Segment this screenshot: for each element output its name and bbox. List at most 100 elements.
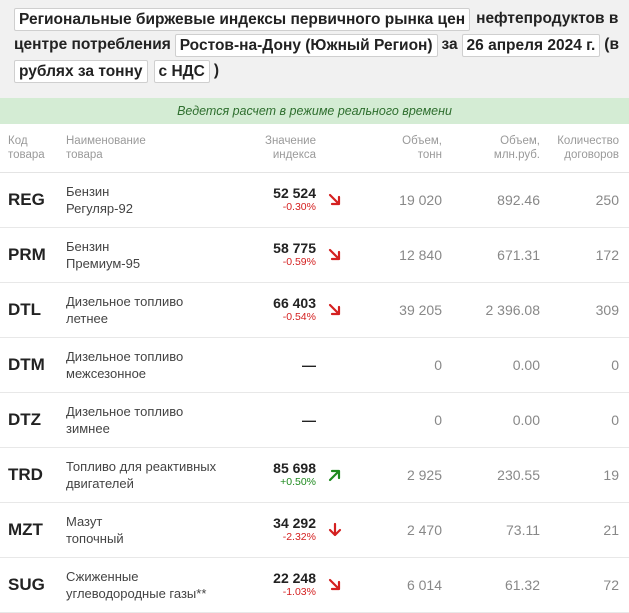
product-name: Дизельное топливо межсезонное (66, 337, 230, 392)
index-change: -0.59% (282, 256, 316, 268)
index-value: 58 775 (273, 240, 316, 256)
product-code: REG (8, 189, 45, 209)
index-change: -1.03% (282, 586, 316, 598)
volume-tonnes: 19 020 (399, 191, 442, 208)
volume-tonnes: 0 (434, 411, 442, 428)
index-change: -0.30% (282, 201, 316, 213)
index-value-cell: 85 698 +0.50% (230, 447, 316, 502)
product-name-line1: Дизельное топливо (66, 293, 184, 309)
contracts-count: 72 (603, 576, 619, 593)
product-name-line2: зимнее (66, 420, 110, 436)
product-name-line2: топочный (66, 530, 124, 546)
date-selector[interactable]: 26 апреля 2024 г. (461, 33, 601, 57)
product-code: DTZ (8, 409, 42, 429)
product-name: Бензин Премиум-95 (66, 227, 230, 282)
index-change: +0.50% (280, 476, 316, 488)
volume-mln-rub: 73.11 (506, 521, 540, 538)
table-row[interactable]: REG Бензин Регуляр-92 52 524 -0.30% 19 020 892… (0, 172, 629, 227)
product-code: DTM (8, 354, 45, 374)
trend-cell (316, 282, 354, 337)
product-name: Дизельное топливо летнее (66, 282, 230, 337)
index-table: Код товара Наименование товара Значение инд… (0, 124, 629, 613)
trend-cell (316, 392, 354, 447)
table-row[interactable]: PRM Бензин Премиум-95 58 775 -0.59% 12 840 671… (0, 227, 629, 282)
volume-tonnes: 12 840 (399, 246, 442, 263)
table-header: Код товара Наименование товара Значение инд… (0, 124, 629, 172)
paren-close-text: ) (213, 62, 220, 79)
trend-cell (316, 502, 354, 557)
trend-down-icon (328, 303, 341, 315)
table-row[interactable]: TRD Топливо для реактивных двигателей 85 69… (0, 447, 629, 502)
product-code: TRD (8, 464, 43, 484)
trend-down-icon (328, 522, 342, 536)
paren-open-text: (в (604, 36, 619, 53)
contracts-count: 309 (595, 301, 619, 318)
product-name: Бензин Регуляр-92 (66, 172, 230, 227)
index-value: 34 292 (273, 515, 316, 531)
col-contracts-header: Количество договоров (557, 135, 619, 161)
trend-cell (316, 557, 354, 612)
title-text: нефтепродуктов в (476, 10, 619, 27)
region-selector[interactable]: Ростов-на-Дону (Южный Регион) (174, 33, 438, 57)
contracts-count: 0 (611, 356, 619, 373)
trend-up-icon (328, 469, 341, 481)
col-volume-rub-header: Объем, млн.руб. (493, 135, 540, 161)
center-text: центре потребления (14, 36, 171, 53)
index-value-cell: 58 775 -0.59% (230, 227, 316, 282)
product-code: SUG (8, 574, 45, 594)
index-value-cell: — (230, 337, 316, 392)
volume-mln-rub: 0.00 (512, 356, 540, 373)
table-row[interactable]: DTM Дизельное топливо межсезонное — 0 0.00 0 (0, 337, 629, 392)
index-value-cell: 22 248 -1.03% (230, 557, 316, 612)
product-name-line2: Премиум-95 (66, 255, 141, 271)
contracts-count: 19 (603, 466, 619, 483)
vat-selector[interactable]: с НДС (153, 59, 210, 83)
za-text: за (441, 36, 458, 53)
product-name-line1: Дизельное топливо (66, 403, 184, 419)
volume-mln-rub: 0.00 (512, 411, 540, 428)
trend-cell (316, 447, 354, 502)
table-row[interactable]: MZT Мазут топочный 34 292 -2.32% 2 470 73.11 21 (0, 502, 629, 557)
product-name: Дизельное топливо зимнее (66, 392, 230, 447)
product-name-line1: Бензин (66, 238, 110, 254)
index-header: Региональные биржевые индексы первичного… (0, 0, 629, 98)
product-name-line1: Мазут (66, 513, 103, 529)
volume-mln-rub: 2 396.08 (485, 301, 541, 318)
index-value: 85 698 (273, 460, 316, 476)
contracts-count: 250 (595, 191, 619, 208)
product-code: PRM (8, 244, 46, 264)
product-name-line1: Сжиженные (66, 568, 139, 584)
product-name: Топливо для реактивных двигателей (66, 447, 230, 502)
volume-tonnes: 6 014 (406, 576, 442, 593)
trend-down-icon (328, 248, 341, 260)
product-name: Сжиженные углеводородные газы** (66, 557, 230, 612)
volume-mln-rub: 892.46 (497, 191, 540, 208)
table-row[interactable]: SUG Сжиженные углеводородные газы** 22 248-… (0, 557, 629, 612)
volume-tonnes: 2 925 (406, 466, 442, 483)
col-code-header: Код товара (8, 135, 45, 161)
product-name-line1: Дизельное топливо (66, 348, 184, 364)
product-name-line2: межсезонное (66, 365, 147, 381)
index-value-cell: 52 524 -0.30% (230, 172, 316, 227)
index-value-cell: 34 292 -2.32% (230, 502, 316, 557)
col-index-header: Значение индекса (265, 135, 316, 161)
index-value-cell: 66 403 -0.54% (230, 282, 316, 337)
index-value: 66 403 (273, 295, 316, 311)
unit-selector[interactable]: рублях за тонну (14, 59, 148, 83)
contracts-count: 21 (603, 521, 619, 538)
volume-tonnes: 2 470 (406, 521, 442, 538)
product-name-line2: углеводородные газы** (66, 585, 207, 601)
product-code: MZT (8, 519, 43, 539)
trend-cell (316, 227, 354, 282)
index-value-cell: — (230, 392, 316, 447)
index-value: 52 524 (273, 185, 316, 201)
trend-down-icon (328, 193, 341, 205)
table-row[interactable]: DTL Дизельное топливо летнее 66 403 -0.54% 39… (0, 282, 629, 337)
volume-mln-rub: 230.55 (497, 466, 540, 483)
index-value: 22 248 (273, 570, 316, 586)
table-row[interactable]: DTZ Дизельное топливо зимнее — 0 0.00 0 (0, 392, 629, 447)
product-code: DTL (8, 299, 42, 319)
trend-cell (316, 337, 354, 392)
col-name-header: Наименование товара (66, 135, 146, 161)
index-change: -0.54% (282, 311, 316, 323)
